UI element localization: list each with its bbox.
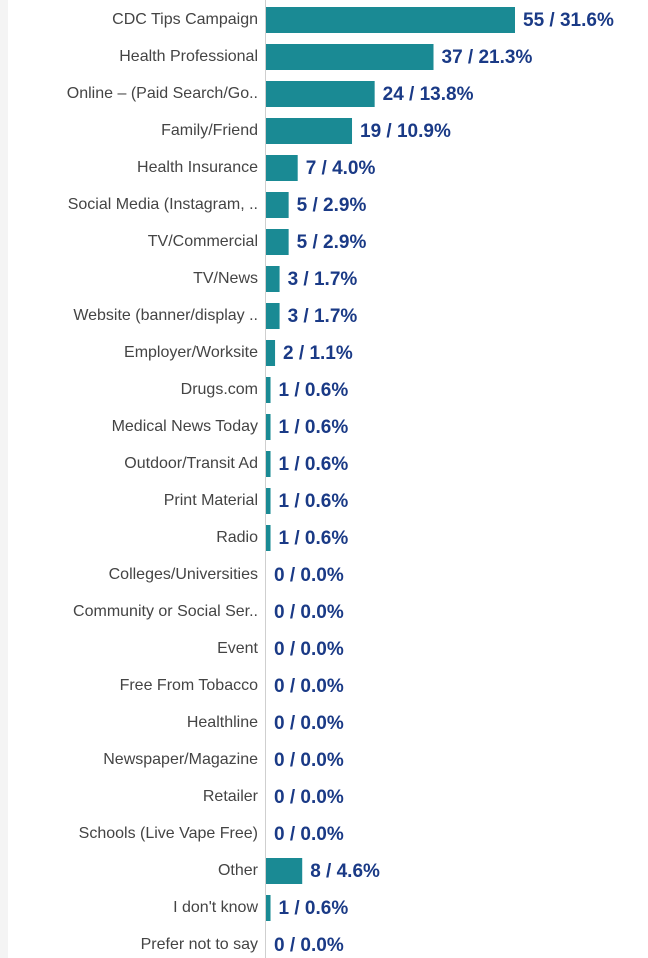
- bar: [266, 525, 271, 551]
- category-label: I don't know: [173, 899, 258, 916]
- category-label: Family/Friend: [161, 122, 258, 139]
- value-label: 24 / 13.8%: [383, 84, 474, 105]
- value-label: 0 / 0.0%: [274, 935, 344, 956]
- value-label: 2 / 1.1%: [283, 343, 353, 364]
- value-label: 0 / 0.0%: [274, 639, 344, 660]
- category-label: Radio: [216, 529, 258, 546]
- category-label: Free From Tobacco: [120, 677, 259, 694]
- bar: [266, 488, 271, 514]
- category-label: Health Insurance: [137, 159, 258, 176]
- category-label: Employer/Worksite: [124, 344, 258, 361]
- value-label: 0 / 0.0%: [274, 602, 344, 623]
- category-label: Community or Social Ser..: [73, 603, 258, 620]
- category-label: Social Media (Instagram, ..: [68, 196, 258, 213]
- category-label: Prefer not to say: [141, 936, 258, 953]
- category-label: Colleges/Universities: [109, 566, 258, 583]
- category-label: Online – (Paid Search/Go..: [67, 85, 258, 102]
- value-label: 7 / 4.0%: [306, 158, 376, 179]
- bar: [266, 155, 298, 181]
- bar: [266, 44, 434, 70]
- value-label: 1 / 0.6%: [279, 454, 349, 475]
- category-label: Event: [217, 640, 258, 657]
- bar: [266, 192, 289, 218]
- category-label: Drugs.com: [181, 381, 258, 398]
- category-label: Medical News Today: [112, 418, 258, 435]
- bar: [266, 303, 280, 329]
- category-label: Healthline: [187, 714, 258, 731]
- bar: [266, 81, 375, 107]
- value-label: 8 / 4.6%: [310, 861, 380, 882]
- bar: [266, 858, 303, 884]
- bar: [266, 451, 271, 477]
- bar: [266, 895, 271, 921]
- value-label: 0 / 0.0%: [274, 824, 344, 845]
- category-label: CDC Tips Campaign: [112, 11, 258, 28]
- bar: [266, 229, 289, 255]
- value-label: 3 / 1.7%: [288, 269, 358, 290]
- category-label: Retailer: [203, 788, 259, 805]
- category-label: TV/News: [193, 270, 258, 287]
- category-label: Outdoor/Transit Ad: [124, 455, 258, 472]
- bar: [266, 7, 515, 33]
- value-label: 1 / 0.6%: [279, 491, 349, 512]
- category-label: Health Professional: [119, 48, 258, 65]
- value-label: 19 / 10.9%: [360, 121, 451, 142]
- bar: [266, 266, 280, 292]
- bar: [266, 414, 271, 440]
- bar: [266, 377, 271, 403]
- category-label: Newspaper/Magazine: [103, 751, 258, 768]
- value-label: 5 / 2.9%: [297, 232, 367, 253]
- value-label: 5 / 2.9%: [297, 195, 367, 216]
- value-label: 0 / 0.0%: [274, 750, 344, 771]
- value-label: 1 / 0.6%: [279, 417, 349, 438]
- category-label: Website (banner/display ..: [73, 307, 258, 324]
- value-label: 1 / 0.6%: [279, 528, 349, 549]
- category-label: TV/Commercial: [148, 233, 258, 250]
- bar: [266, 340, 276, 366]
- value-label: 3 / 1.7%: [288, 306, 358, 327]
- category-label: Print Material: [164, 492, 258, 509]
- value-label: 1 / 0.6%: [279, 898, 349, 919]
- value-label: 0 / 0.0%: [274, 787, 344, 808]
- value-label: 0 / 0.0%: [274, 713, 344, 734]
- category-label: Schools (Live Vape Free): [79, 825, 258, 842]
- value-label: 37 / 21.3%: [442, 47, 533, 68]
- bar: [266, 118, 353, 144]
- value-label: 0 / 0.0%: [274, 676, 344, 697]
- value-label: 55 / 31.6%: [523, 10, 614, 31]
- value-label: 1 / 0.6%: [279, 380, 349, 401]
- side-strip: [0, 0, 8, 958]
- category-label: Other: [218, 862, 259, 879]
- value-label: 0 / 0.0%: [274, 565, 344, 586]
